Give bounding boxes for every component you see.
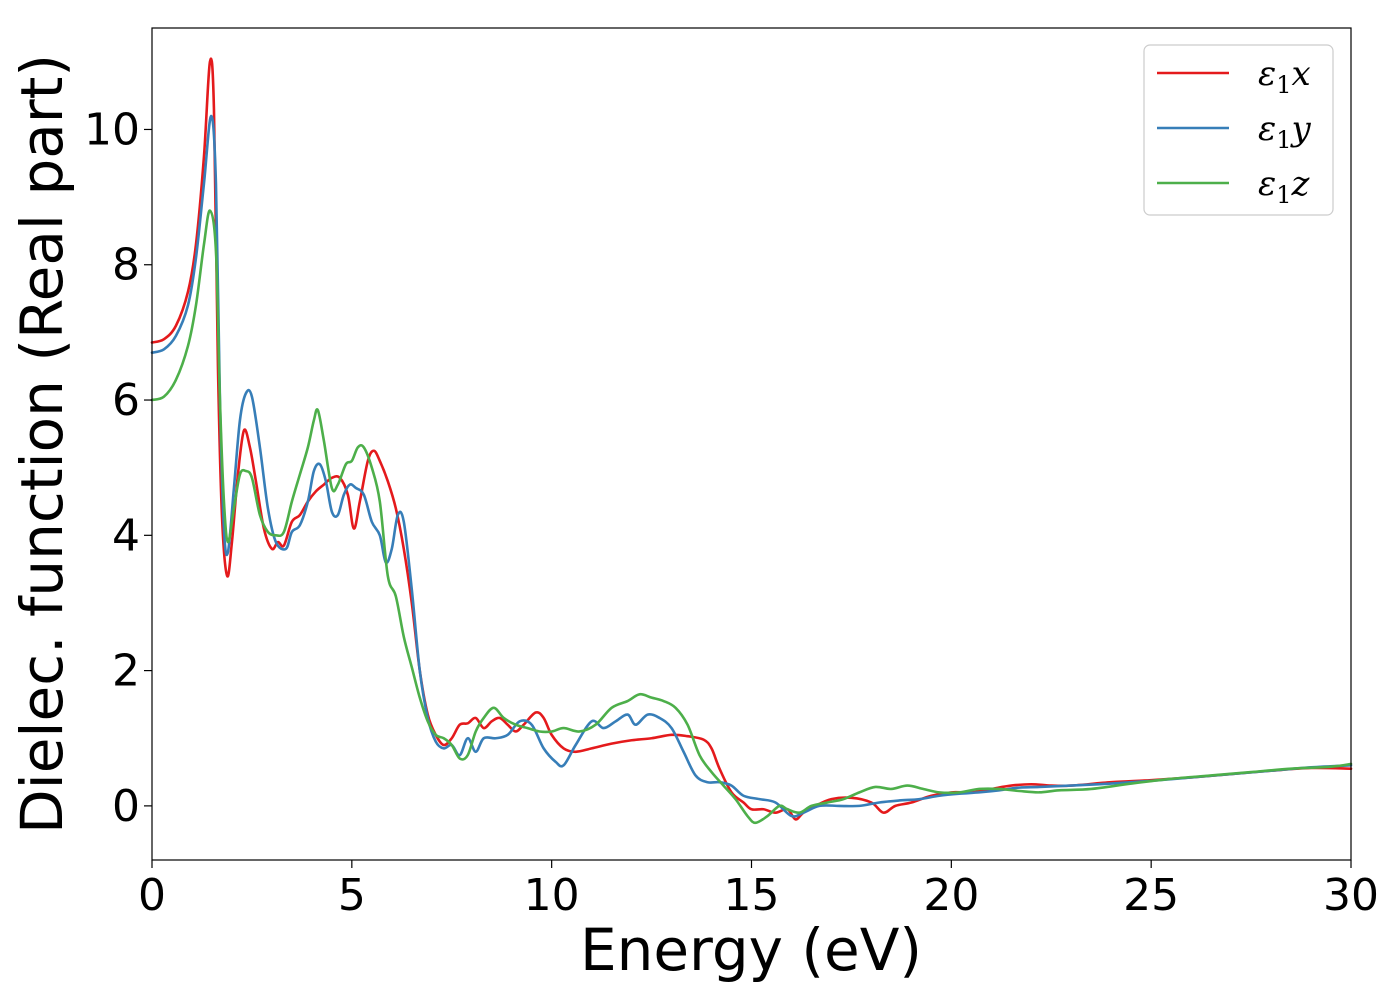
legend-label-x: ε1x [1258, 54, 1311, 99]
y-tick-label: 8 [112, 240, 140, 291]
legend-label-z: ε1z [1258, 164, 1311, 209]
y-axis-title: Dielec. function (Real part) [8, 54, 76, 834]
legend-entries: ε1x ε1y ε1z [1157, 54, 1312, 209]
x-tick-label: 15 [724, 870, 780, 921]
x-tick-label: 25 [1123, 870, 1179, 921]
legend-box [1143, 44, 1334, 216]
series-line-y [150, 114, 1353, 818]
x-axis-title: Energy (eV) [580, 916, 922, 984]
y-tick-label: 4 [112, 510, 140, 561]
series-line-x [150, 57, 1353, 821]
x-tick-label: 5 [338, 870, 366, 921]
y-tick-label: 2 [112, 646, 140, 697]
legend-label-y: ε1y [1258, 109, 1312, 154]
series-layer [150, 57, 1353, 825]
x-tick-label: 0 [138, 870, 166, 921]
x-axis-ticks: 0 5 10 15 20 25 30 [138, 860, 1379, 921]
y-tick-label: 6 [112, 375, 140, 426]
series-line-z [150, 209, 1353, 825]
y-tick-label: 0 [112, 781, 140, 832]
y-tick-label: 10 [84, 104, 140, 155]
legend: ε1x ε1y ε1z [1143, 44, 1334, 216]
y-axis-ticks: 0 2 4 6 8 10 [84, 104, 152, 832]
x-tick-label: 30 [1323, 870, 1379, 921]
x-tick-label: 20 [923, 870, 979, 921]
x-tick-label: 10 [524, 870, 580, 921]
